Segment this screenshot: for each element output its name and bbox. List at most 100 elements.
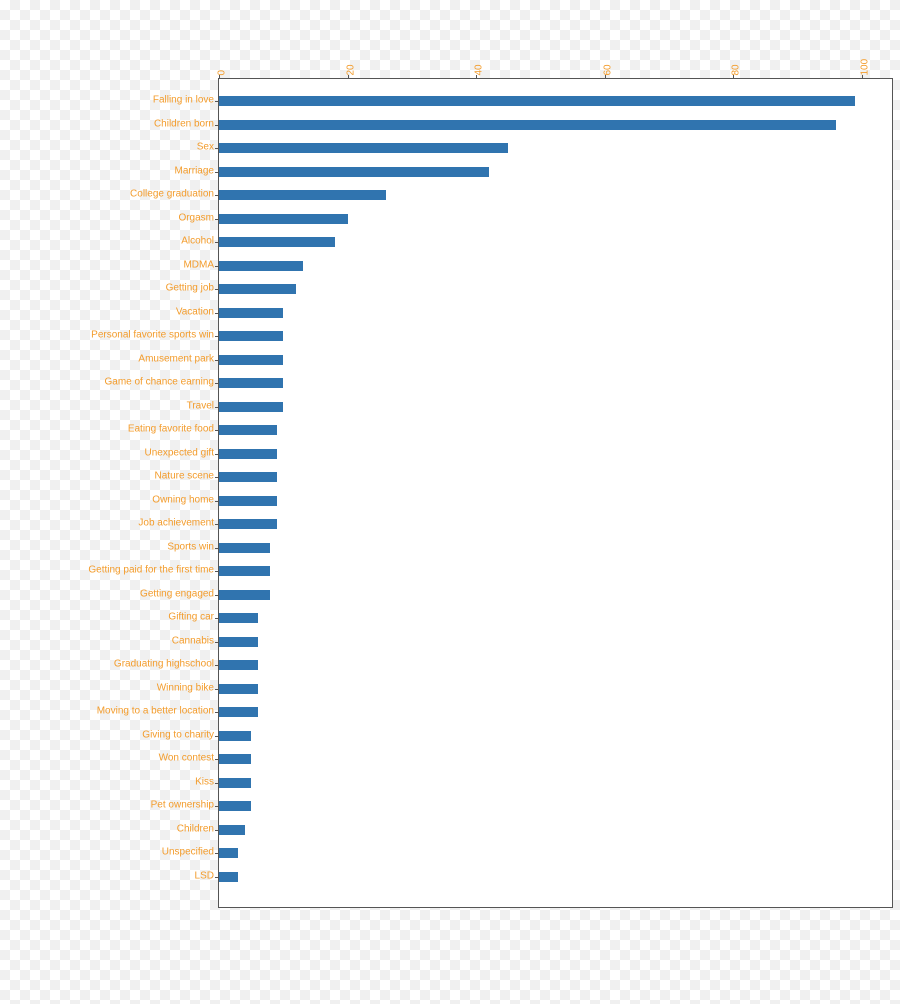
- y-tick-label: Game of chance earning: [104, 377, 214, 388]
- x-tick-label: 100: [859, 59, 870, 76]
- y-tick: [215, 806, 219, 807]
- bar: [219, 825, 245, 835]
- chart-container: Falling in loveChildren bornSexMarriageC…: [0, 0, 900, 1004]
- y-tick-label: Children born: [154, 118, 214, 129]
- bar: [219, 355, 283, 365]
- y-tick: [215, 454, 219, 455]
- y-tick-label: Giving to charity: [142, 729, 214, 740]
- x-tick: [476, 75, 477, 79]
- y-tick-label: Gifting car: [168, 612, 214, 623]
- y-tick: [215, 195, 219, 196]
- y-tick-label: Vacation: [176, 306, 214, 317]
- bar: [219, 214, 348, 224]
- bar: [219, 167, 489, 177]
- y-tick: [215, 759, 219, 760]
- y-tick: [215, 689, 219, 690]
- y-tick: [215, 548, 219, 549]
- y-tick: [215, 336, 219, 337]
- y-tick: [215, 313, 219, 314]
- bar: [219, 378, 283, 388]
- y-tick-label: Getting engaged: [140, 588, 214, 599]
- bar: [219, 402, 283, 412]
- y-tick-label: Nature scene: [155, 471, 214, 482]
- y-tick: [215, 877, 219, 878]
- y-tick-label: Pet ownership: [151, 800, 214, 811]
- bar: [219, 566, 270, 576]
- y-tick: [215, 383, 219, 384]
- y-tick-label: Children: [177, 823, 214, 834]
- y-tick: [215, 736, 219, 737]
- bar: [219, 331, 283, 341]
- bar: [219, 284, 296, 294]
- bar: [219, 637, 258, 647]
- y-tick-label: Job achievement: [138, 518, 214, 529]
- y-tick: [215, 595, 219, 596]
- bar: [219, 872, 238, 882]
- y-tick-label: College graduation: [130, 189, 214, 200]
- bar: [219, 96, 855, 106]
- y-tick-label: Sports win: [167, 541, 214, 552]
- bar: [219, 308, 283, 318]
- y-tick: [215, 853, 219, 854]
- bar: [219, 449, 277, 459]
- x-tick-label: 20: [345, 64, 356, 75]
- x-tick: [348, 75, 349, 79]
- y-tick: [215, 783, 219, 784]
- bar: [219, 707, 258, 717]
- y-tick: [215, 642, 219, 643]
- y-tick-label: Amusement park: [138, 353, 214, 364]
- y-tick: [215, 430, 219, 431]
- y-tick: [215, 618, 219, 619]
- y-tick: [215, 571, 219, 572]
- y-tick-label: Owning home: [152, 494, 214, 505]
- y-tick-label: Personal favorite sports win: [91, 330, 214, 341]
- y-tick: [215, 125, 219, 126]
- bar: [219, 237, 335, 247]
- plot-area: [218, 78, 893, 908]
- x-tick: [605, 75, 606, 79]
- bar: [219, 143, 508, 153]
- y-tick-label: Winning bike: [157, 682, 214, 693]
- y-tick-label: Falling in love: [153, 95, 214, 106]
- x-tick: [733, 75, 734, 79]
- y-tick: [215, 101, 219, 102]
- y-tick-label: Unspecified: [162, 847, 214, 858]
- y-tick: [215, 477, 219, 478]
- x-tick-label: 0: [217, 70, 228, 76]
- bar: [219, 848, 238, 858]
- bar: [219, 801, 251, 811]
- y-tick-label: Orgasm: [178, 212, 214, 223]
- y-tick-label: Marriage: [175, 165, 214, 176]
- y-tick: [215, 712, 219, 713]
- y-tick: [215, 501, 219, 502]
- y-tick-label: Alcohol: [181, 236, 214, 247]
- y-tick: [215, 266, 219, 267]
- y-tick-label: Moving to a better location: [97, 706, 214, 717]
- bar: [219, 496, 277, 506]
- y-tick-label: Graduating highschool: [114, 659, 214, 670]
- bar: [219, 754, 251, 764]
- y-tick: [215, 830, 219, 831]
- y-tick-label: Won contest: [159, 753, 214, 764]
- bar: [219, 543, 270, 553]
- bar: [219, 660, 258, 670]
- bar: [219, 261, 303, 271]
- y-tick-label: MDMA: [183, 259, 214, 270]
- y-tick: [215, 407, 219, 408]
- bar: [219, 190, 386, 200]
- y-tick-label: Cannabis: [172, 635, 214, 646]
- x-tick-label: 40: [474, 64, 485, 75]
- x-tick-label: 80: [731, 64, 742, 75]
- bar: [219, 425, 277, 435]
- y-tick-label: Getting job: [166, 283, 214, 294]
- bar: [219, 778, 251, 788]
- y-tick-label: Unexpected gift: [145, 447, 215, 458]
- bar: [219, 731, 251, 741]
- bar: [219, 590, 270, 600]
- y-tick: [215, 172, 219, 173]
- bar: [219, 472, 277, 482]
- y-tick: [215, 665, 219, 666]
- y-tick: [215, 524, 219, 525]
- y-tick: [215, 289, 219, 290]
- x-tick: [862, 75, 863, 79]
